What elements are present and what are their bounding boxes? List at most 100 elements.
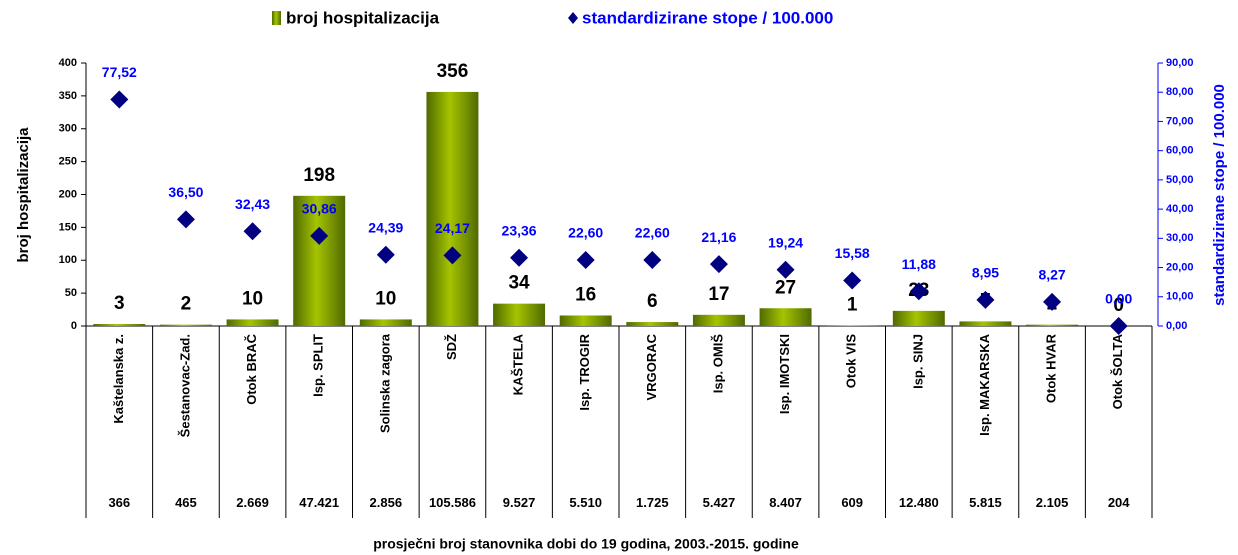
rate-marker — [1109, 317, 1128, 335]
bar — [559, 315, 612, 326]
table-title: prosječni broj stanovnika dobi do 19 god… — [373, 536, 799, 552]
table-cell: 465 — [175, 495, 197, 510]
rate-value-label: 22,60 — [568, 225, 603, 241]
bar-value-label: 34 — [508, 273, 530, 294]
y2-tick-label: 50,00 — [1166, 174, 1194, 186]
legend-label: broj hospitalizacija — [286, 8, 440, 27]
bar — [93, 324, 146, 326]
table-cell: 9.527 — [503, 495, 536, 510]
bar — [159, 324, 212, 326]
rate-value-label: 11,88 — [902, 256, 936, 272]
table-cell: 366 — [108, 495, 130, 510]
bar-value-label: 1 — [847, 294, 858, 315]
x-tick-label: SDŽ — [444, 334, 459, 360]
rate-value-label: 19,24 — [768, 234, 803, 250]
y-tick-label: 400 — [59, 57, 77, 69]
table-cell: 609 — [841, 495, 863, 510]
bar-value-label: 17 — [708, 284, 729, 305]
bar-value-label: 2 — [181, 294, 192, 315]
rate-value-label: 0,00 — [1105, 291, 1132, 307]
rate-marker — [843, 271, 862, 290]
y-tick-label: 250 — [59, 156, 77, 168]
bar-value-label: 10 — [242, 288, 263, 309]
rate-marker — [576, 250, 595, 269]
table-cell: 204 — [1108, 495, 1130, 510]
x-tick-label: Isp. IMOTSKI — [777, 334, 792, 414]
rate-marker — [243, 222, 262, 241]
table-cell: 5.815 — [969, 495, 1002, 510]
rate-marker — [909, 282, 928, 301]
x-tick-label: Otok ŠOLTA — [1110, 333, 1125, 409]
rate-value-label: 24,17 — [435, 220, 470, 236]
x-tick-label: Otok BRAČ — [244, 333, 259, 404]
rate-marker — [510, 248, 529, 267]
bar-value-label: 10 — [375, 288, 396, 309]
x-tick-label: Isp. OMIŠ — [710, 334, 725, 394]
rate-marker — [776, 260, 795, 279]
bar — [493, 303, 546, 326]
y-tick-label: 0 — [71, 320, 77, 332]
bar — [293, 195, 346, 326]
y-tick-label: 350 — [59, 90, 77, 102]
legend-swatch — [272, 11, 281, 25]
bar-value-label: 356 — [437, 61, 469, 82]
y2-tick-label: 60,00 — [1166, 145, 1194, 157]
x-tick-label: Isp. TROGIR — [577, 333, 592, 410]
bar — [426, 91, 479, 327]
rate-value-label: 8,27 — [1038, 267, 1065, 283]
bar-value-label: 16 — [575, 284, 596, 305]
legend-swatch — [568, 12, 578, 24]
rate-marker — [176, 210, 195, 229]
y-tick-label: 200 — [59, 188, 77, 200]
bar-value-label: 198 — [303, 165, 335, 186]
x-tick-label: Isp. SPLIT — [311, 334, 326, 397]
x-tick-label: VRGORAC — [644, 333, 659, 400]
bar-value-label: 27 — [775, 277, 796, 298]
table-cell: 1.725 — [636, 495, 669, 510]
y2-tick-label: 20,00 — [1166, 261, 1194, 273]
bar-value-label: 3 — [114, 293, 125, 314]
rate-value-label: 36,50 — [168, 184, 203, 200]
y2-tick-label: 10,00 — [1166, 291, 1194, 303]
y2-tick-label: 70,00 — [1166, 115, 1194, 127]
rate-marker — [110, 90, 129, 109]
rate-marker — [709, 255, 728, 274]
bar — [759, 308, 812, 326]
bar-value-label: 6 — [647, 291, 658, 312]
rate-marker — [376, 245, 395, 264]
table-cell: 2.105 — [1036, 495, 1069, 510]
y-tick-label: 150 — [59, 221, 77, 233]
rate-marker — [643, 250, 662, 269]
rate-value-label: 21,16 — [701, 229, 736, 245]
legend-label: standardizirane stope / 100.000 — [582, 8, 833, 27]
y2-tick-label: 40,00 — [1166, 203, 1194, 215]
x-tick-label: Otok VIS — [844, 334, 859, 389]
rate-value-label: 30,86 — [302, 201, 337, 217]
x-tick-label: Isp. MAKARSKA — [977, 333, 992, 435]
rate-marker — [1043, 292, 1062, 311]
rate-value-label: 22,60 — [635, 225, 670, 241]
rate-value-label: 8,95 — [972, 265, 999, 281]
bar — [359, 319, 412, 326]
rate-value-label: 32,43 — [235, 196, 270, 212]
rate-value-label: 24,39 — [368, 219, 403, 235]
table-cell: 47.421 — [299, 495, 339, 510]
x-tick-label: Isp. SINJ — [910, 334, 925, 389]
y-tick-label: 300 — [59, 123, 77, 135]
y-tick-label: 50 — [65, 287, 77, 299]
rate-value-label: 77,52 — [102, 64, 137, 80]
bar — [892, 310, 945, 326]
y2-tick-label: 80,00 — [1166, 86, 1194, 98]
rate-marker — [443, 246, 462, 265]
x-tick-label: Solinska zagora — [377, 333, 392, 433]
table-cell: 5.510 — [569, 495, 602, 510]
rate-value-label: 23,36 — [502, 222, 537, 238]
table-cell: 2.669 — [236, 495, 269, 510]
bar — [826, 325, 879, 326]
y2-tick-label: 90,00 — [1166, 57, 1194, 69]
bar — [692, 314, 745, 326]
bar — [626, 322, 679, 326]
table-cell: 8.407 — [769, 495, 802, 510]
x-tick-label: Kaštelanska z. — [111, 334, 126, 424]
